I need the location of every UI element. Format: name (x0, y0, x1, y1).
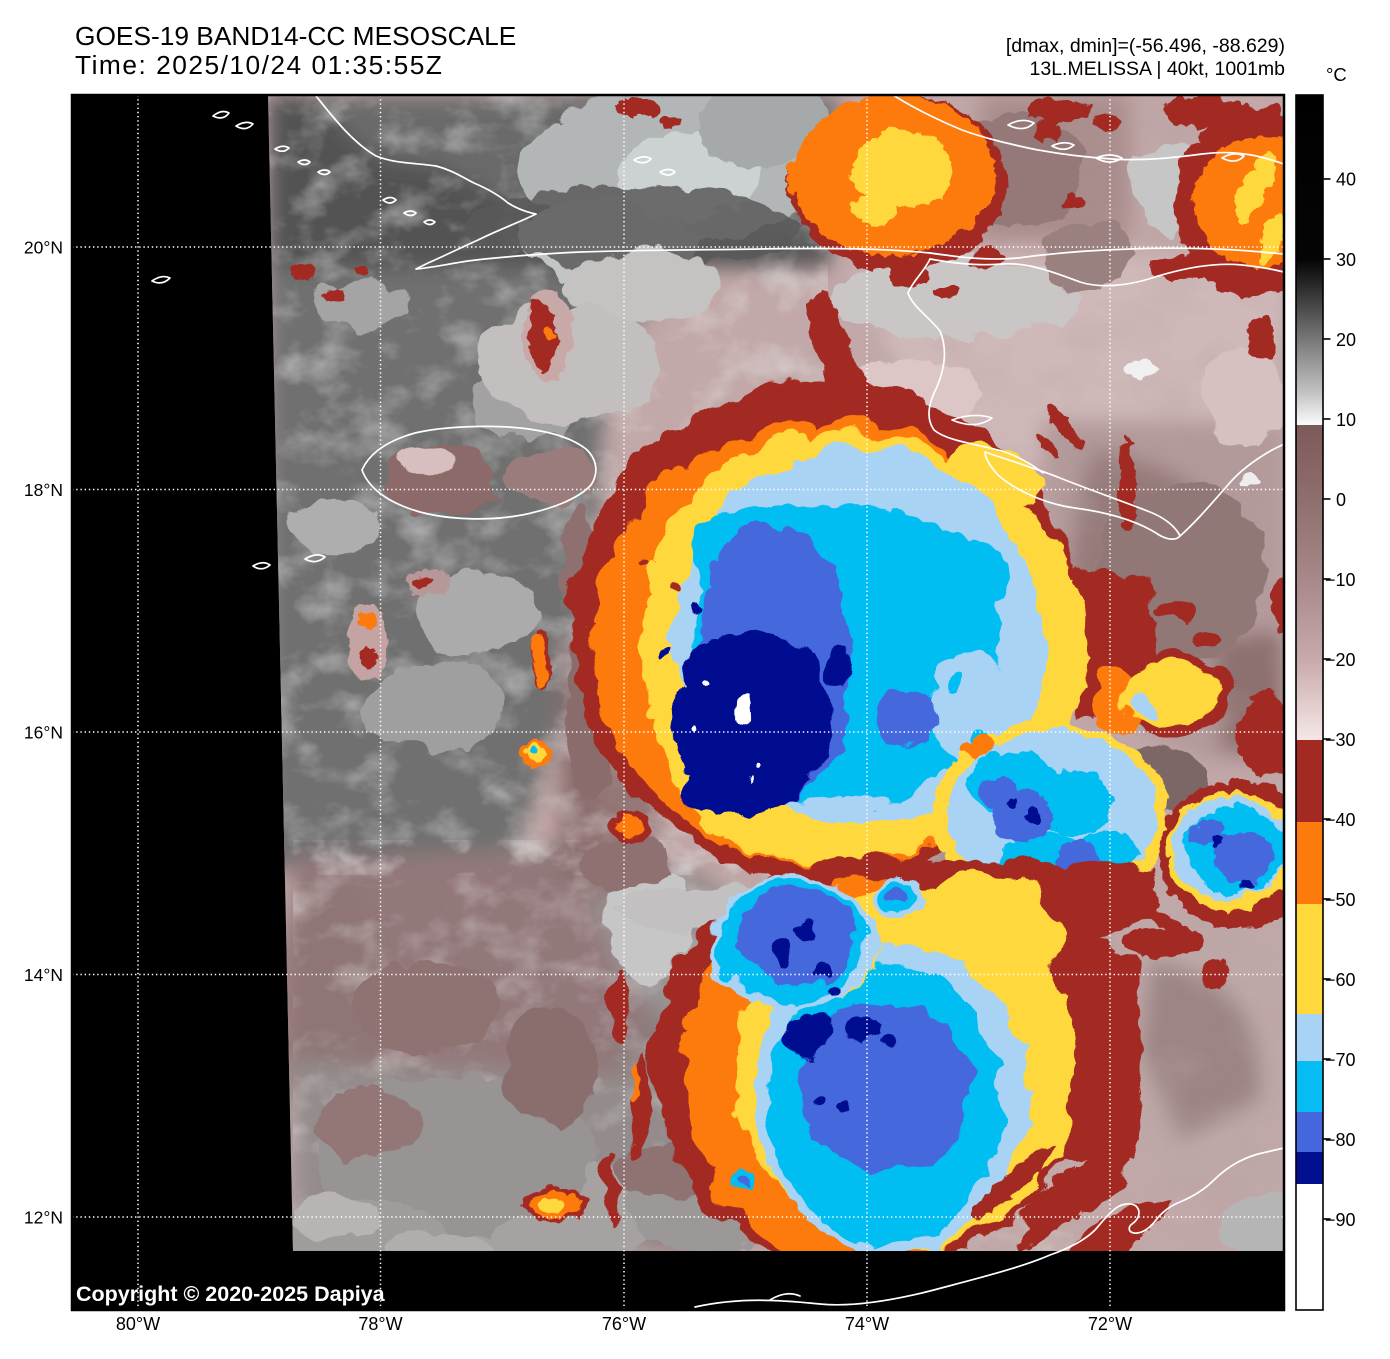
svg-text:[dmax, dmin]=(-56.496, -88.629: [dmax, dmin]=(-56.496, -88.629) (1006, 35, 1285, 57)
svg-text:13L.MELISSA | 40kt, 1001mb: 13L.MELISSA | 40kt, 1001mb (1030, 58, 1286, 80)
svg-text:−10: −10 (1325, 570, 1356, 590)
svg-text:20: 20 (1336, 330, 1356, 350)
svg-text:−90: −90 (1325, 1210, 1356, 1230)
svg-text:−20: −20 (1325, 650, 1356, 670)
svg-text:−70: −70 (1325, 1050, 1356, 1070)
svg-text:−60: −60 (1325, 970, 1356, 990)
svg-text:°C: °C (1326, 64, 1347, 85)
svg-text:20°N: 20°N (24, 237, 63, 257)
svg-text:Time: 2025/10/24 01:35:55Z: Time: 2025/10/24 01:35:55Z (75, 50, 443, 80)
svg-text:18°N: 18°N (24, 480, 63, 500)
svg-text:80°W: 80°W (116, 1314, 160, 1334)
svg-text:74°W: 74°W (845, 1314, 889, 1334)
svg-text:14°N: 14°N (24, 965, 63, 985)
svg-text:10: 10 (1336, 410, 1356, 430)
svg-text:72°W: 72°W (1088, 1314, 1132, 1334)
svg-text:12°N: 12°N (24, 1207, 63, 1227)
svg-text:−80: −80 (1325, 1130, 1356, 1150)
svg-text:76°W: 76°W (602, 1314, 646, 1334)
svg-text:0: 0 (1336, 490, 1346, 510)
svg-text:16°N: 16°N (24, 722, 63, 742)
svg-text:78°W: 78°W (358, 1314, 402, 1334)
svg-text:Copyright © 2020-2025 Dapiya: Copyright © 2020-2025 Dapiya (76, 1282, 386, 1306)
svg-text:30: 30 (1336, 250, 1356, 270)
svg-text:−50: −50 (1325, 890, 1356, 910)
svg-text:−30: −30 (1325, 730, 1356, 750)
svg-text:−40: −40 (1325, 810, 1356, 830)
svg-text:GOES-19 BAND14-CC MESOSCALE: GOES-19 BAND14-CC MESOSCALE (75, 21, 516, 51)
svg-text:40: 40 (1336, 170, 1356, 190)
